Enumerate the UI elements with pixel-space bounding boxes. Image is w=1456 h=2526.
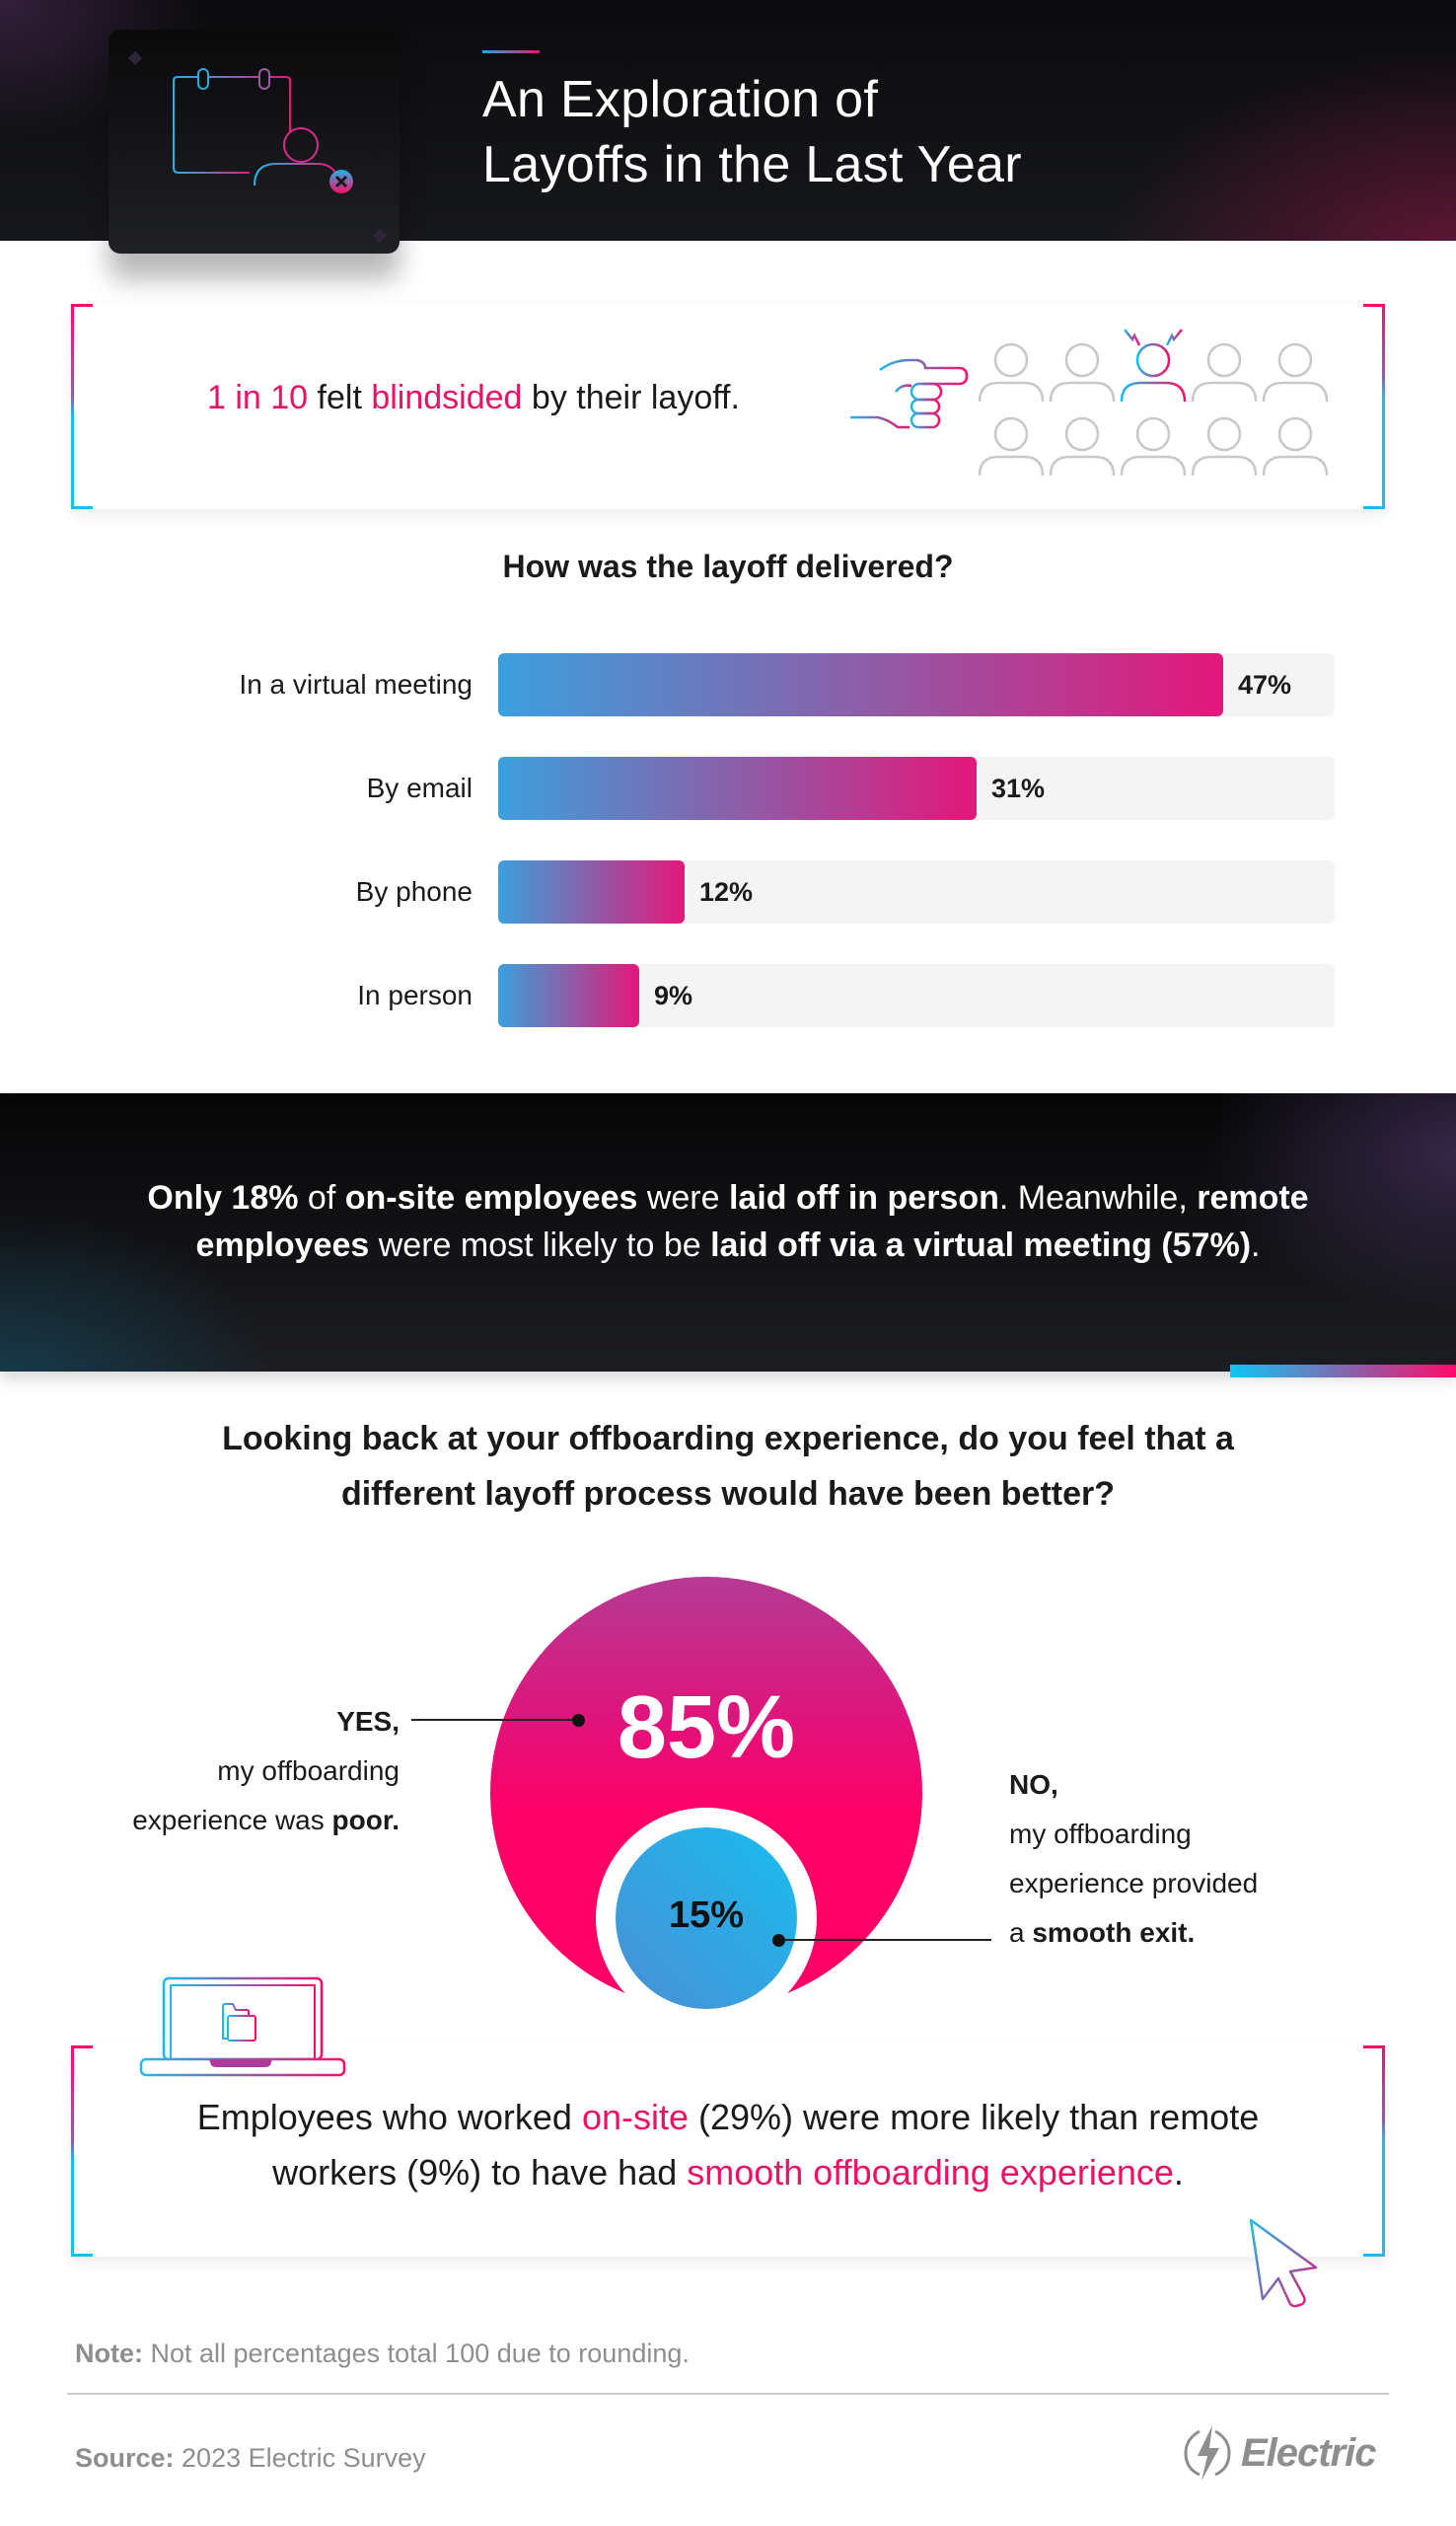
pointing-hand-icon (850, 358, 969, 429)
bar-fill (498, 653, 1223, 716)
title-line-1: An Exploration of (482, 71, 879, 128)
bar-label: In person (357, 980, 473, 1010)
card-bracket-right (1363, 304, 1385, 509)
insight-line-2: employees were most likely to be laid of… (195, 1226, 1261, 1264)
insight-text: Only 18% of on-site employees were laid … (0, 1174, 1456, 1269)
no-circle (616, 1827, 797, 2009)
no-label: NO, my offboarding experience provided a… (1009, 1769, 1259, 1948)
footer-divider (67, 2393, 1389, 2395)
question-line-1: Looking back at your offboarding experie… (222, 1420, 1234, 1457)
bar-value: 12% (699, 877, 754, 907)
yes-connector-line (411, 1719, 577, 1721)
bar-fill (498, 964, 639, 1027)
source-citation: Source: 2023 Electric Survey (75, 2443, 426, 2473)
electric-logo: Electric (1180, 2423, 1377, 2483)
yes-label: YES, my offboarding experience was poor. (132, 1706, 400, 1835)
bar-fill (498, 757, 977, 820)
card-bracket-right (1363, 2045, 1385, 2257)
band-accent-strip (1230, 1365, 1456, 1377)
title-accent-line (482, 50, 540, 53)
delivery-chart-title: How was the layoff delivered? (502, 549, 954, 584)
bar-row-in-person: In person 9% (0, 964, 1456, 1027)
bar-value: 31% (991, 774, 1046, 803)
bar-value: 9% (654, 981, 693, 1010)
brand-name: Electric (1241, 2430, 1377, 2475)
header-icon-card (109, 30, 400, 254)
calendar-person-remove-icon (127, 50, 388, 244)
no-connector-line (779, 1939, 991, 1941)
bar-row-phone: By phone 12% (0, 860, 1456, 924)
card-bracket-left (71, 304, 93, 509)
no-line-2: my offboarding (1009, 1819, 1192, 1849)
stat-ratio: 1 in 10 (207, 379, 309, 416)
bar-row-email: By email 31% (0, 757, 1456, 820)
onsite-stat: Employees who worked on-site (29%) were … (0, 2090, 1456, 2200)
cursor-arrow-icon (1249, 2218, 1318, 2308)
blindsided-stat: 1 in 10 felt blindsided by their layoff. (207, 379, 740, 417)
bar-fill (498, 860, 685, 924)
lightning-bolt-icon (1184, 2425, 1231, 2481)
laptop-folder-icon (139, 1976, 346, 2077)
stat-text: felt (308, 379, 372, 416)
stat-text-end: by their layoff. (522, 379, 740, 416)
page-title: An Exploration of Layoffs in the Last Ye… (482, 67, 1022, 197)
onsite-stat-line-1: Employees who worked on-site (29%) were … (196, 2097, 1260, 2137)
bar-value: 47% (1238, 670, 1292, 700)
footnote: Note: Not all percentages total 100 due … (75, 2339, 690, 2368)
yes-value: 85% (617, 1678, 796, 1777)
title-line-2: Layoffs in the Last Year (482, 136, 1022, 193)
yes-connector-dot (572, 1714, 585, 1727)
yes-head: YES, (336, 1706, 400, 1737)
no-line-3: experience provided (1009, 1868, 1259, 1898)
no-connector-dot (772, 1934, 785, 1947)
blindsided-card (71, 304, 1385, 509)
bar-label: In a virtual meeting (239, 669, 473, 700)
insight-band (0, 1093, 1456, 1372)
insight-line-1: Only 18% of on-site employees were laid … (147, 1179, 1309, 1217)
bar-label: By phone (355, 876, 473, 907)
yes-line-2: my offboarding (217, 1755, 400, 1786)
onsite-card (71, 2045, 1385, 2257)
no-head: NO, (1009, 1769, 1058, 1800)
bar-label: By email (366, 773, 473, 803)
bar-row-virtual-meeting: In a virtual meeting 47% (0, 653, 1456, 716)
stat-highlight-word: blindsided (371, 379, 523, 416)
no-value: 15% (668, 1894, 745, 1936)
offboarding-question-title: Looking back at your offboarding experie… (0, 1411, 1456, 1522)
question-line-2: different layoff process would have been… (340, 1475, 1116, 1513)
onsite-stat-line-2: workers (9%) to have had smooth offboard… (272, 2152, 1184, 2192)
highlighted-person-icon (1120, 329, 1187, 403)
card-bracket-left (71, 2045, 93, 2257)
crowd-icon (978, 329, 1329, 477)
